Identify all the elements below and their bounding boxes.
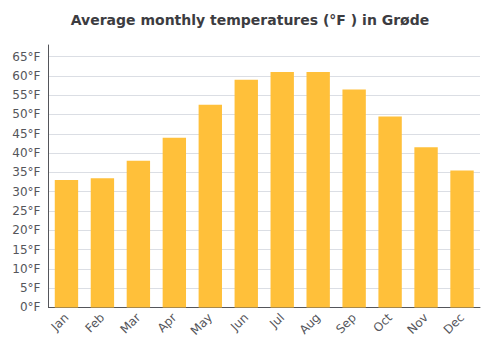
svg-text:May: May (188, 311, 215, 338)
svg-text:Nov: Nov (405, 311, 431, 337)
svg-text:Mar: Mar (117, 310, 143, 336)
svg-text:65°F: 65°F (12, 50, 40, 64)
svg-text:Average monthly temperatures (: Average monthly temperatures (°F ) in Gr… (71, 12, 430, 28)
svg-text:Jan: Jan (48, 311, 72, 335)
svg-text:Aug: Aug (297, 311, 323, 337)
svg-text:15°F: 15°F (12, 243, 40, 257)
svg-text:45°F: 45°F (12, 127, 40, 141)
svg-text:35°F: 35°F (12, 165, 40, 179)
svg-text:5°F: 5°F (20, 281, 41, 295)
svg-text:50°F: 50°F (12, 107, 40, 121)
svg-text:30°F: 30°F (12, 185, 40, 199)
svg-text:Jul: Jul (266, 311, 287, 332)
svg-text:60°F: 60°F (12, 69, 40, 83)
svg-text:55°F: 55°F (12, 88, 40, 102)
svg-text:Apr: Apr (155, 310, 180, 335)
svg-text:25°F: 25°F (12, 204, 40, 218)
svg-text:Sep: Sep (333, 311, 359, 337)
svg-text:Jun: Jun (227, 311, 251, 335)
svg-text:40°F: 40°F (12, 146, 40, 160)
svg-text:Feb: Feb (82, 311, 107, 336)
svg-text:Oct: Oct (370, 310, 395, 335)
svg-text:20°F: 20°F (12, 223, 40, 237)
svg-text:Dec: Dec (441, 311, 467, 337)
svg-text:0°F: 0°F (20, 300, 41, 314)
svg-text:10°F: 10°F (12, 262, 40, 276)
